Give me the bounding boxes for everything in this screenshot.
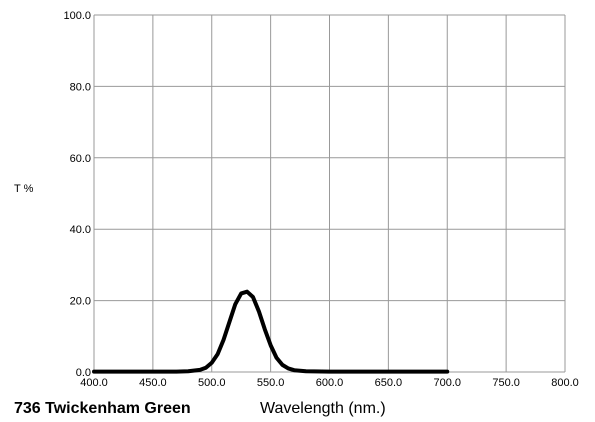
x-tick-label: 450.0 xyxy=(139,377,167,389)
x-tick-label: 400.0 xyxy=(80,377,108,389)
tick-labels: 400.0 450.0 500.0 550.0 600.0 650.0 700.0 750.0… xyxy=(63,10,578,389)
x-axis-label: Wavelength (nm.) xyxy=(260,400,386,417)
series-line-0 xyxy=(92,289,450,374)
y-tick-label: 20.0 xyxy=(70,296,91,308)
y-tick-label: 40.0 xyxy=(70,224,91,236)
x-tick-label: 750.0 xyxy=(492,377,520,389)
y-tick-label: 80.0 xyxy=(70,81,91,93)
chart-title: 736 Twickenham Green xyxy=(14,400,191,417)
series-layer xyxy=(92,289,450,374)
y-tick-label: 0.0 xyxy=(76,367,91,379)
x-tick-label: 500.0 xyxy=(198,377,226,389)
grid xyxy=(93,14,566,373)
y-axis-label: T % xyxy=(14,183,34,195)
x-tick-label: 650.0 xyxy=(375,377,403,389)
y-tick-label: 100.0 xyxy=(63,10,91,22)
x-tick-label: 550.0 xyxy=(257,377,285,389)
x-tick-label: 600.0 xyxy=(316,377,344,389)
y-tick-label: 60.0 xyxy=(70,153,91,165)
x-tick-label: 700.0 xyxy=(433,377,461,389)
x-tick-label: 800.0 xyxy=(551,377,579,389)
